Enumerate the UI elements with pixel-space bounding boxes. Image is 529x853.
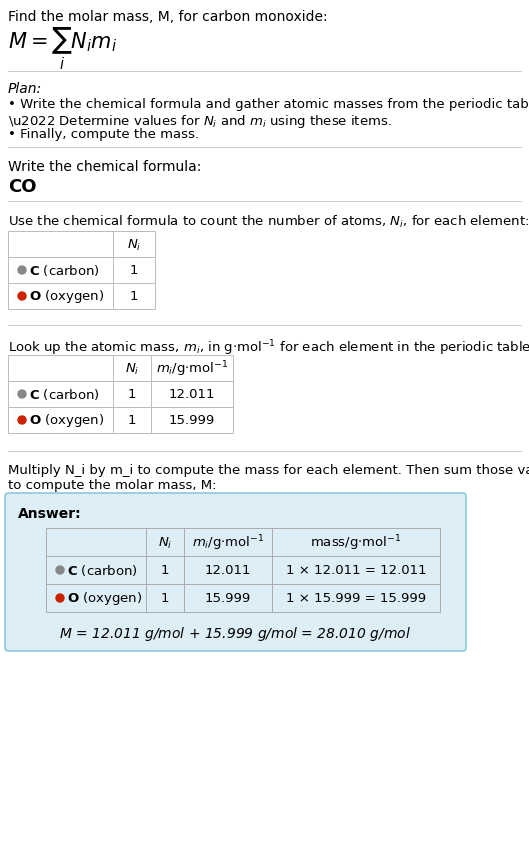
Text: 15.999: 15.999 [205, 592, 251, 605]
Text: 1 × 12.011 = 12.011: 1 × 12.011 = 12.011 [286, 564, 426, 577]
Text: 1: 1 [161, 592, 169, 605]
Text: $\bf{O}$ (oxygen): $\bf{O}$ (oxygen) [29, 412, 104, 429]
Text: $\bf{O}$ (oxygen): $\bf{O}$ (oxygen) [29, 288, 104, 305]
Text: Use the chemical formula to count the number of atoms, $N_i$, for each element:: Use the chemical formula to count the nu… [8, 214, 529, 229]
Text: Answer:: Answer: [18, 507, 81, 520]
Text: $N_i$: $N_i$ [158, 535, 172, 550]
Circle shape [18, 267, 26, 275]
Text: $N_i$: $N_i$ [127, 237, 141, 252]
Text: CO: CO [8, 177, 37, 196]
Circle shape [56, 595, 64, 602]
Text: 1 × 15.999 = 15.999: 1 × 15.999 = 15.999 [286, 592, 426, 605]
FancyBboxPatch shape [5, 493, 466, 651]
Text: $\bf{O}$ (oxygen): $\bf{O}$ (oxygen) [67, 589, 142, 606]
Text: $m_i$/g$\cdot$mol$^{-1}$: $m_i$/g$\cdot$mol$^{-1}$ [156, 359, 228, 379]
Text: $\bf{C}$ (carbon): $\bf{C}$ (carbon) [67, 563, 138, 577]
Text: Write the chemical formula:: Write the chemical formula: [8, 160, 202, 174]
Text: 1: 1 [130, 290, 138, 303]
Text: $N_i$: $N_i$ [125, 361, 139, 376]
Bar [8, 356, 233, 433]
Text: • Finally, compute the mass.: • Finally, compute the mass. [8, 128, 199, 141]
Text: Find the molar mass, M, for carbon monoxide:: Find the molar mass, M, for carbon monox… [8, 10, 327, 24]
Circle shape [18, 293, 26, 300]
Text: 1: 1 [161, 564, 169, 577]
Circle shape [18, 391, 26, 398]
Text: Look up the atomic mass, $m_i$, in g$\cdot$mol$^{-1}$ for each element in the pe: Look up the atomic mass, $m_i$, in g$\cd… [8, 338, 529, 357]
Text: $M$ = 12.011 g/mol + 15.999 g/mol = 28.010 g/mol: $M$ = 12.011 g/mol + 15.999 g/mol = 28.0… [59, 624, 412, 642]
Text: 12.011: 12.011 [205, 564, 251, 577]
Text: $m_i$/g$\cdot$mol$^{-1}$: $m_i$/g$\cdot$mol$^{-1}$ [191, 532, 264, 552]
Text: \u2022 Determine values for $N_i$ and $m_i$ using these items.: \u2022 Determine values for $N_i$ and $m… [8, 113, 392, 130]
Text: $\bf{C}$ (carbon): $\bf{C}$ (carbon) [29, 264, 100, 278]
Text: 12.011: 12.011 [169, 388, 215, 401]
Text: $M = \sum_i N_i m_i$: $M = \sum_i N_i m_i$ [8, 26, 117, 72]
Bar [46, 528, 440, 612]
Circle shape [18, 416, 26, 425]
Text: 1: 1 [127, 388, 136, 401]
Text: to compute the molar mass, M:: to compute the molar mass, M: [8, 479, 216, 491]
Circle shape [56, 566, 64, 574]
Text: Multiply N_i by m_i to compute the mass for each element. Then sum those values: Multiply N_i by m_i to compute the mass … [8, 463, 529, 477]
Text: 1: 1 [127, 414, 136, 427]
Text: 1: 1 [130, 264, 138, 277]
Text: $\bf{C}$ (carbon): $\bf{C}$ (carbon) [29, 387, 100, 402]
Text: mass/g$\cdot$mol$^{-1}$: mass/g$\cdot$mol$^{-1}$ [310, 532, 402, 552]
Text: Plan:: Plan: [8, 82, 42, 96]
Text: 15.999: 15.999 [169, 414, 215, 427]
Bar [8, 232, 155, 310]
Text: • Write the chemical formula and gather atomic masses from the periodic table.: • Write the chemical formula and gather … [8, 98, 529, 111]
